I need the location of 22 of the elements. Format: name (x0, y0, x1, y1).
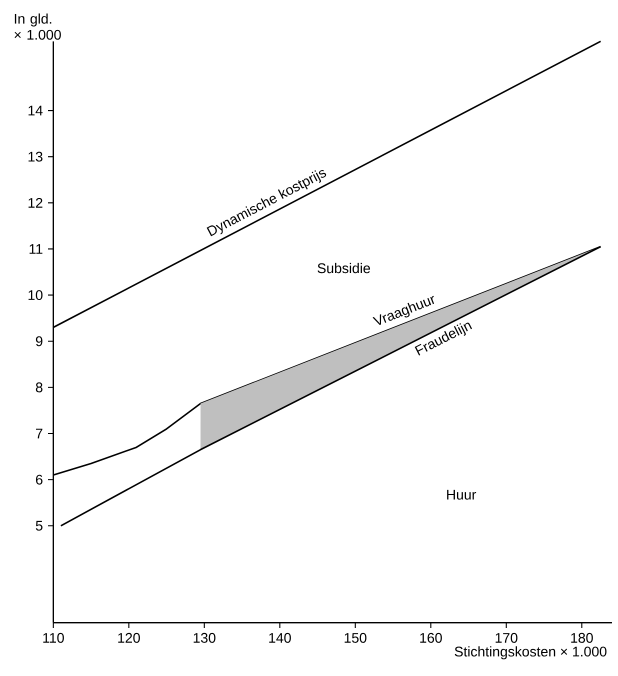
y-tick-label: 7 (36, 428, 42, 438)
y-tick-label: 6 (36, 474, 42, 485)
annotation: Huur (447, 490, 476, 500)
y-tick-label: 13 (28, 152, 42, 162)
y-tick-label: 14 (28, 106, 43, 116)
x-tick-label: 120 (118, 632, 140, 643)
y-tick-label: 8 (36, 382, 42, 392)
x-tick-label: 140 (269, 632, 291, 643)
x-axis-title: Stichtingskosten × 1.000 (454, 646, 606, 660)
y-tick-label: 9 (36, 336, 42, 346)
x-tick-label: 150 (344, 632, 366, 643)
x-tick-label: 170 (496, 632, 518, 643)
y-tick-label: 11 (30, 244, 42, 254)
annotation: Subsidie (318, 262, 370, 274)
y-tick-label: 10 (28, 290, 43, 300)
y-tick-label: 12 (28, 198, 42, 208)
y-axis-title: In gld. × 1.000 (14, 13, 61, 40)
y-tick-label: 5 (36, 520, 42, 531)
x-tick-label: 110 (43, 632, 64, 643)
x-tick-label: 160 (420, 632, 442, 643)
x-tick-label: 130 (194, 632, 216, 643)
x-tick-label: 180 (571, 632, 593, 643)
